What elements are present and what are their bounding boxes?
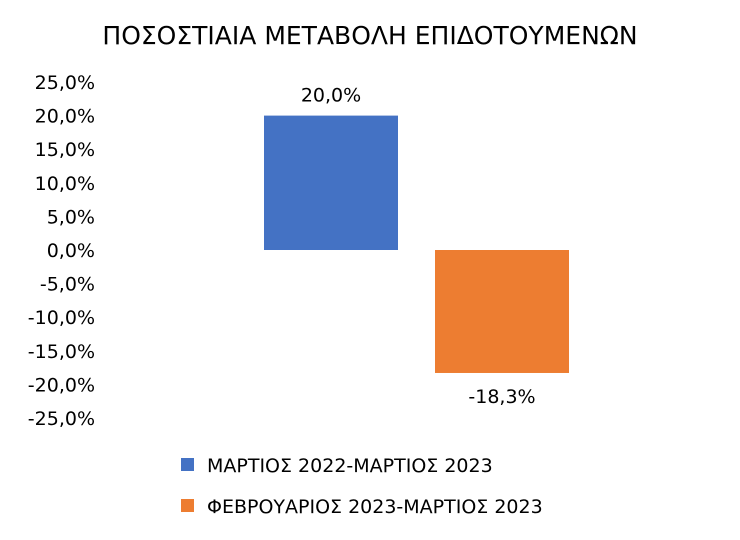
chart-title: ΠΟΣΟΣΤΙΑΙΑ ΜΕΤΑΒΟΛΗ ΕΠΙΔΟΤΟΥΜΕΝΩΝ: [102, 21, 637, 50]
legend-swatch-2: [181, 499, 194, 512]
y-tick-label: -5,0%: [40, 274, 95, 296]
y-tick-label: 15,0%: [35, 139, 95, 161]
y-axis: 25,0% 20,0% 15,0% 10,0% 5,0% 0,0% -5,0% -10,0% -…: [28, 72, 95, 430]
data-label-2: -18,3%: [468, 386, 535, 408]
legend: ΜΑΡΤΙΟΣ 2022-ΜΑΡΤΙΟΣ 2023 ΦΕΒΡΟΥΑΡΙΟΣ 202…: [181, 455, 543, 518]
data-label-1: 20,0%: [301, 85, 361, 107]
bars: [264, 115, 569, 373]
y-tick-label: 0,0%: [47, 240, 95, 262]
legend-swatch-1: [181, 458, 194, 471]
y-tick-label: 5,0%: [47, 206, 95, 228]
y-tick-label: -25,0%: [28, 408, 95, 430]
bar-2: [435, 250, 569, 373]
y-tick-label: 25,0%: [35, 72, 95, 94]
y-tick-label: -20,0%: [28, 374, 95, 396]
data-labels: 20,0% -18,3%: [301, 85, 536, 408]
y-tick-label: 20,0%: [35, 106, 95, 128]
legend-label-2: ΦΕΒΡΟΥΑΡΙΟΣ 2023-ΜΑΡΤΙΟΣ 2023: [207, 496, 543, 518]
y-tick-label: 10,0%: [35, 173, 95, 195]
bar-1: [264, 115, 398, 250]
legend-label-1: ΜΑΡΤΙΟΣ 2022-ΜΑΡΤΙΟΣ 2023: [207, 455, 493, 477]
y-tick-label: -10,0%: [28, 307, 95, 329]
y-tick-label: -15,0%: [28, 341, 95, 363]
